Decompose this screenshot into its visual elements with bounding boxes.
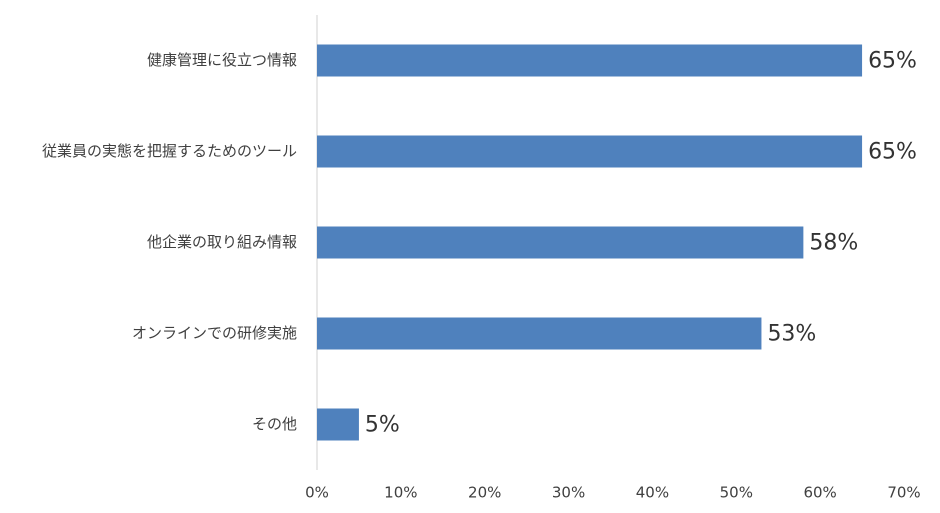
- x-tick-label: 30%: [552, 484, 585, 502]
- x-tick-label: 0%: [305, 484, 329, 502]
- bar: [317, 317, 762, 350]
- x-tick-label: 40%: [636, 484, 669, 502]
- bar: [317, 135, 863, 168]
- y-tick-label: 従業員の実態を把握するためのツール: [42, 142, 297, 160]
- y-tick-label: 健康管理に役立つ情報: [147, 51, 297, 69]
- y-tick-label: 他企業の取り組み情報: [147, 233, 297, 251]
- y-tick-label: オンラインでの研修実施: [132, 324, 297, 342]
- value-label: 65%: [868, 140, 917, 165]
- bar: [317, 408, 359, 441]
- value-label: 58%: [809, 231, 858, 256]
- x-tick-label: 10%: [384, 484, 417, 502]
- bar: [317, 44, 863, 77]
- x-tick-label: 70%: [887, 484, 920, 502]
- value-label: 53%: [767, 322, 816, 347]
- x-tick-label: 50%: [720, 484, 753, 502]
- value-label: 5%: [365, 413, 400, 438]
- x-tick-label: 60%: [803, 484, 836, 502]
- y-tick-label: その他: [252, 415, 297, 433]
- bar: [317, 226, 804, 259]
- x-tick-label: 20%: [468, 484, 501, 502]
- value-label: 65%: [868, 49, 917, 74]
